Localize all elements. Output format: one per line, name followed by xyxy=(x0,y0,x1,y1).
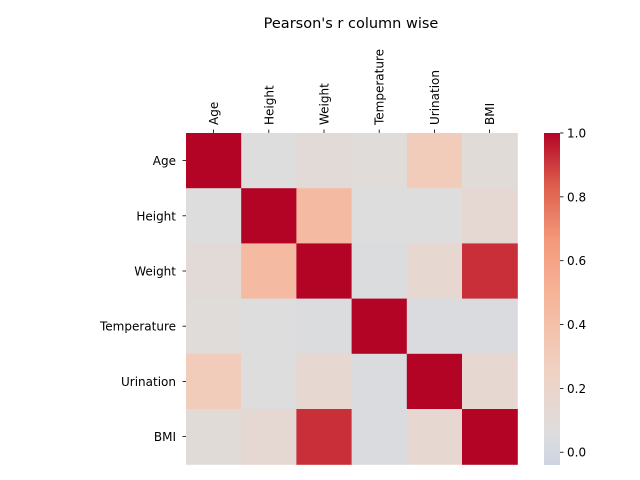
heatmap-cell xyxy=(241,133,297,189)
heatmap-cell xyxy=(351,353,408,410)
column-labels: Age Height Weight Temperature Urination BMI xyxy=(207,49,497,133)
heatmap-cell xyxy=(186,133,242,189)
heatmap-cell xyxy=(351,243,408,300)
heatmap-cell xyxy=(462,188,518,244)
heatmap-cells xyxy=(186,133,518,465)
heatmap-cell xyxy=(186,353,242,410)
heatmap-cell xyxy=(406,298,463,355)
heatmap-cell xyxy=(406,353,463,410)
heatmap-cell xyxy=(406,409,463,465)
heatmap-cell xyxy=(186,298,242,355)
heatmap-cell xyxy=(462,243,518,300)
colorbar-tick-label: 0.0 xyxy=(567,446,586,460)
heatmap-cell xyxy=(351,133,408,189)
row-label: Weight xyxy=(134,265,176,279)
colorbar-ticks: 0.0 0.2 0.4 0.6 0.8 1.0 xyxy=(560,127,586,460)
heatmap-cell xyxy=(241,353,297,410)
heatmap-cell xyxy=(406,188,463,244)
colorbar-tick-label: 1.0 xyxy=(567,127,586,141)
column-label: Urination xyxy=(428,70,442,125)
heatmap-cell xyxy=(241,409,297,465)
heatmap-cell xyxy=(462,353,518,410)
column-label: Age xyxy=(207,102,221,125)
colorbar: 0.0 0.2 0.4 0.6 0.8 1.0 xyxy=(544,127,586,465)
colorbar-tick-label: 0.4 xyxy=(567,318,586,332)
colorbar-gradient xyxy=(544,133,560,465)
heatmap-cell xyxy=(351,409,408,465)
heatmap-cell xyxy=(462,133,518,189)
row-label: BMI xyxy=(154,430,176,444)
column-label: Temperature xyxy=(373,49,387,126)
colorbar-tick-label: 0.6 xyxy=(567,254,586,268)
heatmap-cell xyxy=(462,298,518,355)
heatmap-cell xyxy=(241,298,297,355)
heatmap-cell xyxy=(296,188,353,244)
heatmap-cell xyxy=(296,409,353,465)
heatmap-cell xyxy=(351,188,408,244)
row-label: Urination xyxy=(121,375,176,389)
heatmap-cell xyxy=(241,243,297,300)
heatmap-cell xyxy=(351,298,408,355)
heatmap-cell xyxy=(296,243,353,300)
heatmap-cell xyxy=(406,243,463,300)
heatmap-cell xyxy=(296,353,353,410)
heatmap-cell xyxy=(462,409,518,465)
row-label: Age xyxy=(153,154,176,168)
row-labels: Age Height Weight Temperature Urination BMI xyxy=(99,154,186,444)
colorbar-tick-label: 0.2 xyxy=(567,382,586,396)
heatmap-cell xyxy=(406,133,463,189)
column-label: Weight xyxy=(318,83,332,125)
colorbar-tick-label: 0.8 xyxy=(567,190,586,204)
heatmap-cell xyxy=(296,298,353,355)
heatmap-cell xyxy=(186,243,242,300)
column-label: Height xyxy=(262,85,276,125)
heatmap-cell xyxy=(186,409,242,465)
heatmap-cell xyxy=(296,133,353,189)
row-label: Temperature xyxy=(99,320,176,334)
chart-title: Pearson's r column wise xyxy=(264,16,439,32)
heatmap-cell xyxy=(241,188,297,244)
row-label: Height xyxy=(136,209,176,223)
heatmap-cell xyxy=(186,188,242,244)
column-label: BMI xyxy=(483,103,497,125)
